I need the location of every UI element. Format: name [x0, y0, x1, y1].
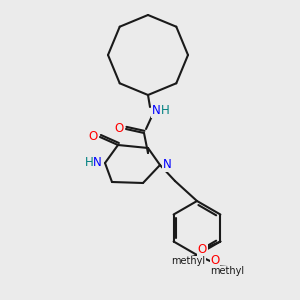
Text: methyl: methyl	[171, 256, 206, 266]
Text: N: N	[93, 157, 102, 169]
Text: H: H	[85, 157, 94, 169]
Text: O: O	[198, 243, 207, 256]
Text: methyl: methyl	[210, 266, 244, 276]
Text: O: O	[88, 130, 98, 143]
Text: O: O	[114, 122, 124, 136]
Text: O: O	[210, 254, 220, 268]
Text: N: N	[152, 104, 160, 118]
Text: N: N	[163, 158, 172, 172]
Text: H: H	[160, 104, 169, 118]
